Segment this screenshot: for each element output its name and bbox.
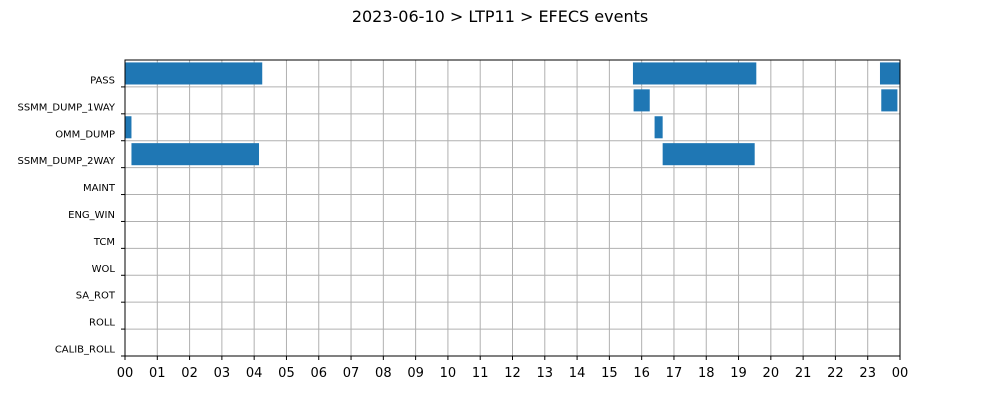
chart-title: 2023-06-10 > LTP11 > EFECS events — [352, 7, 648, 26]
x-tick-label: 07 — [343, 366, 360, 381]
x-tick-label: 16 — [633, 366, 650, 381]
event-bars — [125, 62, 900, 166]
x-tick-label: 05 — [278, 366, 295, 381]
event-bar — [881, 89, 898, 112]
y-tick-label: ROLL — [89, 318, 115, 329]
x-tick-label: 15 — [601, 366, 618, 381]
event-bar — [654, 116, 663, 139]
grid — [124, 60, 901, 356]
y-tick-label: CALIB_ROLL — [55, 345, 116, 356]
event-bar — [633, 89, 650, 112]
x-tick-label: 00 — [892, 366, 909, 381]
x-tick-label: 13 — [537, 366, 554, 381]
x-tick-label: 00 — [117, 366, 134, 381]
y-tick-label: OMM_DUMP — [55, 129, 115, 140]
x-tick-label: 22 — [827, 366, 844, 381]
event-bar — [879, 62, 900, 85]
x-tick-label: 18 — [698, 366, 715, 381]
y-tick-label: ENG_WIN — [68, 210, 115, 221]
plot-frame — [124, 59, 901, 357]
event-bar — [632, 62, 757, 85]
x-tick-label: 04 — [246, 366, 263, 381]
x-tick-label: 02 — [181, 366, 198, 381]
x-tick-label: 09 — [407, 366, 424, 381]
x-tick-label: 12 — [504, 366, 521, 381]
event-bar — [125, 116, 132, 139]
x-tick-label: 23 — [859, 366, 876, 381]
y-tick-label: SSMM_DUMP_1WAY — [17, 102, 115, 113]
x-tick-label: 11 — [472, 366, 489, 381]
y-tick-label: TCM — [93, 237, 115, 248]
event-bar — [131, 143, 260, 166]
x-tick-label: 19 — [730, 366, 747, 381]
y-tick-label: PASS — [90, 75, 115, 86]
x-tick-label: 10 — [440, 366, 457, 381]
event-bar — [662, 143, 755, 166]
x-tick-label: 17 — [666, 366, 683, 381]
event-bar — [125, 62, 263, 85]
axis-ticks — [121, 86, 901, 360]
y-tick-label: SA_ROT — [76, 291, 116, 302]
x-tick-label: 06 — [310, 366, 327, 381]
y-tick-label: MAINT — [83, 183, 116, 194]
y-tick-label: SSMM_DUMP_2WAY — [17, 156, 115, 167]
x-tick-label: 21 — [795, 366, 812, 381]
x-tick-label: 01 — [149, 366, 166, 381]
x-tick-label: 20 — [763, 366, 780, 381]
x-tick-label: 08 — [375, 366, 392, 381]
x-tick-label: 03 — [214, 366, 231, 381]
x-tick-label: 14 — [569, 366, 586, 381]
axis-labels: 00 01 02 03 04 05 06 07 08 09 10 11 12 13 14 15 16 17 18 19… — [17, 75, 908, 381]
y-tick-label: WOL — [92, 264, 116, 275]
